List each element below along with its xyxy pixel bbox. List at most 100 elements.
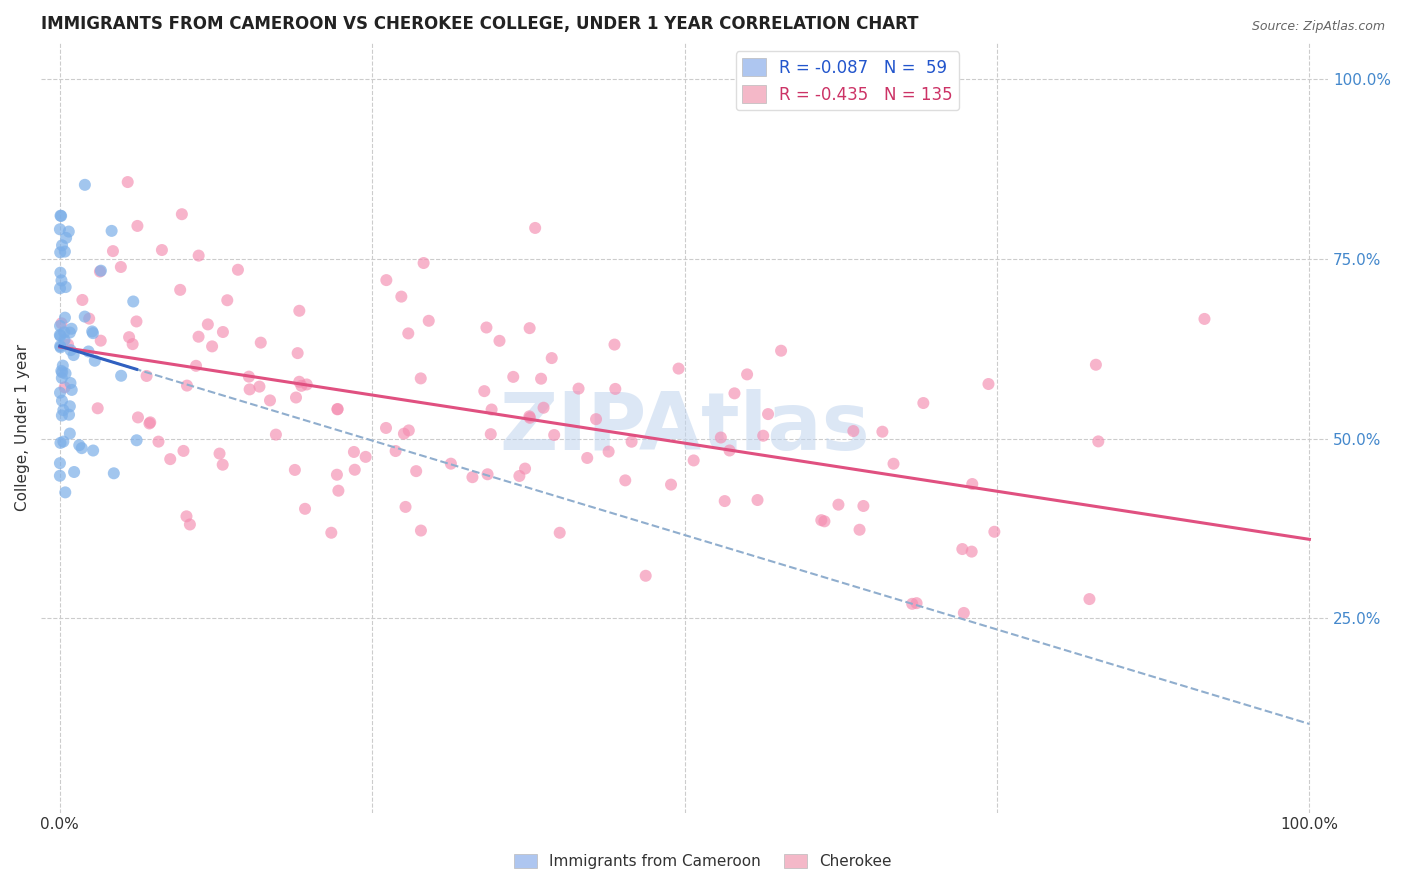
Point [53,380,76,394]
Point [49,328,72,343]
Point [249,379,271,393]
Point [585,412,607,426]
Point [59,426,82,441]
Point [62,348,84,362]
Point [211,458,233,472]
Point [540,351,562,365]
Point [72,293,94,307]
Point [328,483,350,498]
Point [49,385,72,400]
Point [710,430,733,444]
Point [950,542,973,557]
Point [49,209,72,223]
Point [201,339,224,353]
Point [1087,434,1109,449]
Point [295,377,318,392]
Point [389,290,412,304]
Point [848,523,870,537]
Point [49,222,72,236]
Point [51,365,73,379]
Point [150,243,173,257]
Point [479,427,502,442]
Legend: Immigrants from Cameroon, Cherokee: Immigrants from Cameroon, Cherokee [508,848,898,875]
Point [326,467,349,482]
Point [51,316,73,330]
Point [187,249,209,263]
Point [187,329,209,343]
Point [110,368,132,383]
Point [1194,312,1216,326]
Point [530,372,553,386]
Point [49,266,72,280]
Point [159,452,181,467]
Point [285,391,308,405]
Point [127,410,149,425]
Point [502,370,524,384]
Point [1084,358,1107,372]
Point [73,178,96,192]
Point [59,343,82,358]
Text: Source: ZipAtlas.com: Source: ZipAtlas.com [1251,20,1385,33]
Point [384,444,406,458]
Point [394,500,416,514]
Point [52,403,75,417]
Point [718,443,741,458]
Point [409,371,432,385]
Point [392,426,415,441]
Point [52,434,75,449]
Point [472,384,495,398]
Point [682,453,704,467]
Point [321,525,343,540]
Point [519,409,541,424]
Point [121,337,143,351]
Point [290,379,312,393]
Point [49,436,72,450]
Point [543,428,565,442]
Point [59,399,82,413]
Point [176,378,198,392]
Point [713,494,735,508]
Point [912,396,935,410]
Point [461,470,484,484]
Point [49,209,72,223]
Point [723,386,745,401]
Point [524,221,547,235]
Point [668,361,690,376]
Point [51,364,73,378]
Point [117,175,139,189]
Point [343,445,366,459]
Point [148,434,170,449]
Point [1078,592,1101,607]
Point [110,260,132,274]
Point [53,326,76,340]
Point [598,444,620,458]
Point [135,368,157,383]
Point [481,402,503,417]
Point [264,427,287,442]
Point [576,450,599,465]
Point [138,417,160,431]
Point [77,311,100,326]
Point [89,264,111,278]
Point [810,513,832,527]
Point [977,376,1000,391]
Point [813,514,835,528]
Point [49,340,72,354]
Point [55,367,77,381]
Point [567,382,589,396]
Text: ZIPAtlas: ZIPAtlas [499,389,870,467]
Point [960,544,983,558]
Point [170,207,193,221]
Point [83,353,105,368]
Point [70,441,93,455]
Point [354,450,377,464]
Point [125,434,148,448]
Point [288,303,311,318]
Point [953,606,976,620]
Point [122,294,145,309]
Point [51,409,73,423]
Point [756,407,779,421]
Point [58,408,80,422]
Point [51,393,73,408]
Point [67,438,90,452]
